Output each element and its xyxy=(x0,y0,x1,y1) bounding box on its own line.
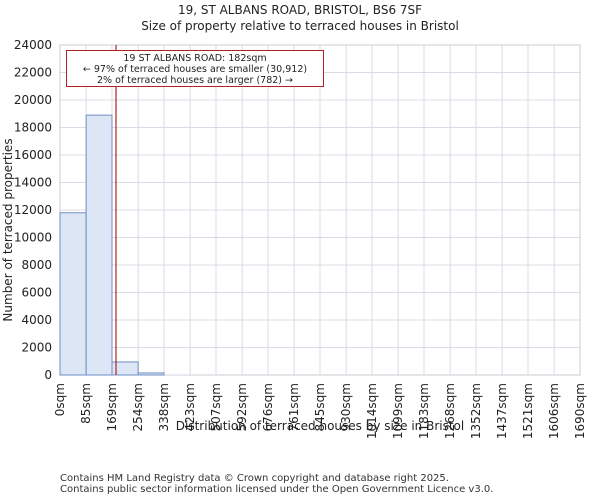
histogram-bar xyxy=(85,114,113,376)
y-tick-label: 18000 xyxy=(14,121,52,135)
y-tick-label: 2000 xyxy=(21,341,52,355)
x-tick-label: 338sqm xyxy=(157,383,171,431)
y-tick-label: 14000 xyxy=(14,176,52,190)
y-tick-label: 6000 xyxy=(21,286,52,300)
footer-copyright: Contains HM Land Registry data © Crown c… xyxy=(60,473,449,484)
y-tick-label: 0 xyxy=(44,368,52,382)
x-tick-label: 0sqm xyxy=(53,383,67,416)
x-tick-label: 845sqm xyxy=(313,383,327,431)
x-tick-label: 423sqm xyxy=(183,383,197,431)
footer-licence: Contains public sector information licen… xyxy=(60,484,494,495)
x-tick-label: 1437sqm xyxy=(495,383,509,439)
x-tick-label: 1352sqm xyxy=(469,383,483,439)
property-annotation-box: 19 ST ALBANS ROAD: 182sqm ← 97% of terra… xyxy=(66,50,324,87)
annotation-line-3: 2% of terraced houses are larger (782) → xyxy=(97,75,293,86)
y-tick-label: 8000 xyxy=(21,258,52,272)
y-tick-label: 12000 xyxy=(14,203,52,217)
x-axis-label: Distribution of terraced houses by size … xyxy=(176,419,464,433)
x-tick-label: 592sqm xyxy=(235,383,249,431)
x-tick-label: 1606sqm xyxy=(547,383,561,439)
histogram-bar xyxy=(59,212,87,376)
x-tick-label: 1014sqm xyxy=(365,383,379,439)
x-tick-label: 1690sqm xyxy=(573,383,587,439)
histogram-bar xyxy=(111,361,139,376)
x-tick-label: 1521sqm xyxy=(521,383,535,439)
y-tick-label: 4000 xyxy=(21,313,52,327)
histogram-bar xyxy=(137,372,165,376)
y-tick-label: 24000 xyxy=(14,38,52,52)
y-tick-label: 20000 xyxy=(14,93,52,107)
x-tick-label: 761sqm xyxy=(287,383,301,431)
x-tick-label: 1099sqm xyxy=(391,383,405,439)
y-tick-label: 10000 xyxy=(14,231,52,245)
chart-subtitle: Size of property relative to terraced ho… xyxy=(141,19,459,33)
x-tick-label: 1183sqm xyxy=(417,383,431,439)
x-tick-label: 85sqm xyxy=(79,383,93,424)
y-tick-label: 22000 xyxy=(14,66,52,80)
y-axis-label: Number of terraced properties xyxy=(1,138,15,321)
y-tick-label: 16000 xyxy=(14,148,52,162)
x-tick-label: 254sqm xyxy=(131,383,145,431)
annotation-line-1: 19 ST ALBANS ROAD: 182sqm xyxy=(123,53,267,64)
x-tick-label: 930sqm xyxy=(339,383,353,431)
x-tick-label: 1268sqm xyxy=(443,383,457,439)
x-tick-label: 169sqm xyxy=(105,383,119,431)
x-tick-label: 507sqm xyxy=(209,383,223,431)
chart-title-address: 19, ST ALBANS ROAD, BRISTOL, BS6 7SF xyxy=(177,3,423,17)
x-tick-label: 676sqm xyxy=(261,383,275,431)
annotation-line-2: ← 97% of terraced houses are smaller (30… xyxy=(82,64,308,75)
